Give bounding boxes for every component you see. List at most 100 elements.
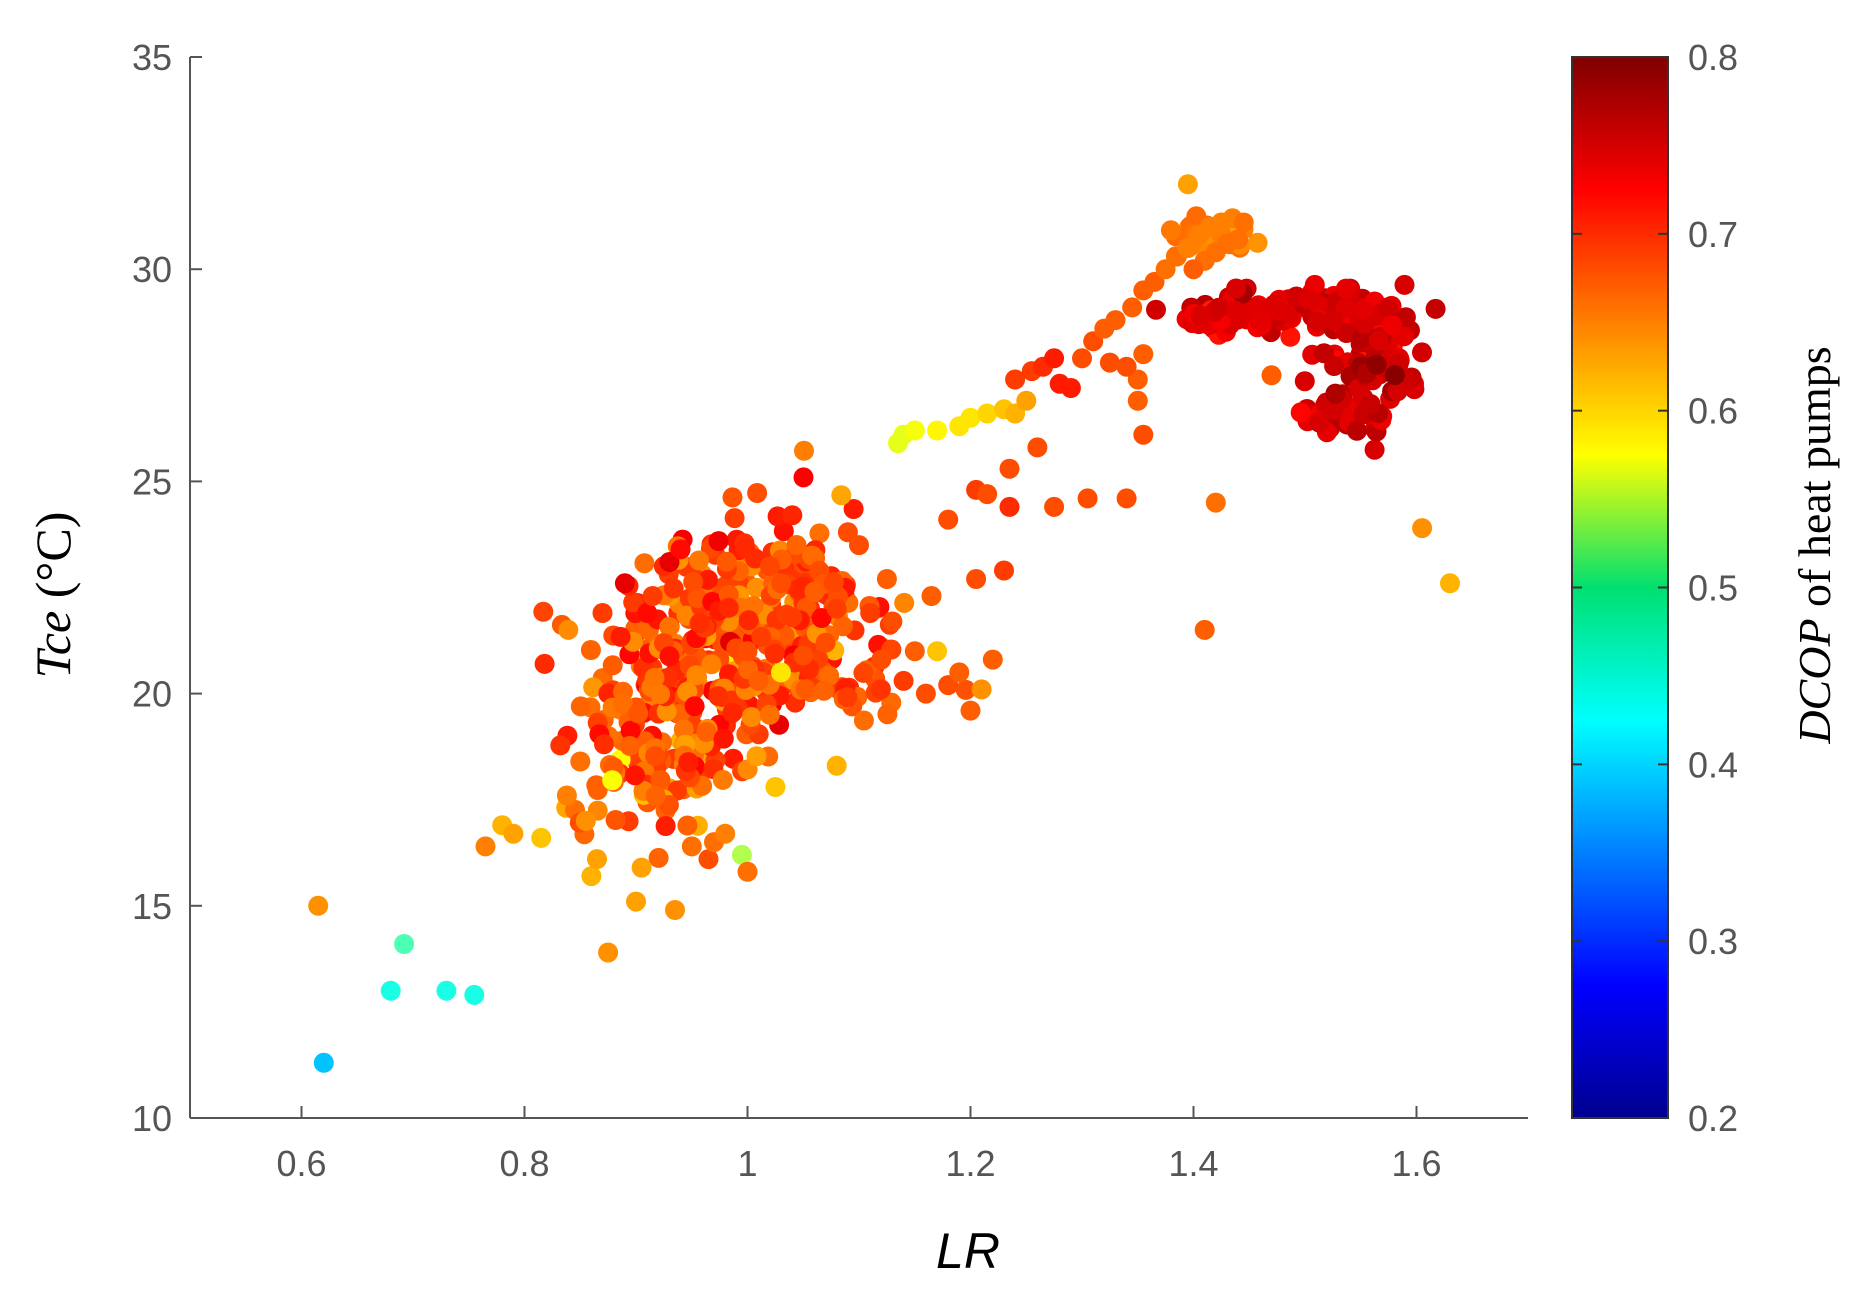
data-point	[645, 746, 666, 767]
data-point	[380, 980, 401, 1001]
data-point	[558, 619, 579, 640]
data-point	[1440, 573, 1460, 594]
data-point	[1205, 492, 1226, 513]
data-point	[689, 613, 710, 634]
data-point	[927, 641, 948, 662]
data-point	[724, 508, 745, 529]
colorbar-tick-label: 0.3	[1688, 921, 1738, 962]
data-point	[626, 891, 646, 912]
data-point	[587, 849, 607, 870]
data-point	[837, 687, 858, 708]
data-point	[1133, 424, 1154, 445]
data-point	[741, 707, 762, 727]
data-point	[619, 735, 640, 756]
data-point	[1044, 496, 1065, 517]
data-point	[999, 496, 1020, 517]
data-point	[949, 662, 970, 683]
data-point	[644, 667, 665, 688]
data-point	[1412, 342, 1432, 363]
data-point	[853, 662, 874, 683]
data-point	[1177, 174, 1198, 195]
data-point	[648, 847, 669, 868]
data-point	[1146, 299, 1166, 320]
data-point	[921, 586, 942, 606]
data-point	[960, 407, 981, 428]
data-point	[656, 701, 677, 722]
data-point	[876, 569, 897, 589]
data-point	[715, 823, 736, 844]
colorbar-tick-label: 0.6	[1688, 391, 1738, 432]
data-point	[745, 548, 766, 569]
data-point	[531, 827, 552, 848]
data-point	[809, 523, 830, 544]
data-point	[813, 680, 834, 701]
data-point	[701, 654, 722, 675]
data-point	[999, 458, 1020, 479]
data-point	[642, 586, 663, 606]
data-point	[938, 509, 959, 530]
data-point	[683, 571, 704, 592]
data-points	[308, 174, 1460, 1073]
data-point	[877, 704, 898, 725]
data-point	[782, 505, 803, 526]
data-point	[1160, 220, 1181, 241]
data-point	[686, 665, 707, 686]
data-point	[759, 704, 780, 725]
data-point	[475, 836, 496, 857]
data-point	[575, 810, 596, 831]
data-point	[1247, 232, 1268, 253]
data-point	[1412, 518, 1433, 539]
data-point	[580, 640, 601, 660]
data-point	[738, 610, 759, 631]
data-point	[659, 616, 680, 637]
data-point	[1381, 315, 1402, 336]
data-point	[1183, 259, 1204, 280]
data-point	[1027, 437, 1048, 458]
data-point	[1116, 356, 1137, 377]
data-point	[1016, 390, 1037, 411]
colorbar-gradient	[1571, 56, 1669, 1119]
x-tick-label: 1.4	[1168, 1143, 1218, 1184]
data-point	[765, 777, 786, 797]
data-point	[870, 679, 891, 700]
data-point	[819, 665, 840, 686]
colorbar-title-italic: DCOP	[1789, 618, 1840, 744]
data-point	[1366, 354, 1387, 375]
data-point	[771, 662, 791, 683]
data-point	[1251, 310, 1272, 331]
data-point	[1186, 206, 1207, 227]
x-axis-title: LR	[936, 1223, 1000, 1279]
data-point	[747, 483, 768, 503]
data-point	[786, 535, 807, 555]
data-point	[1290, 402, 1311, 423]
x-tick-label: 1.6	[1391, 1143, 1441, 1184]
data-point	[634, 553, 655, 574]
data-point	[1105, 310, 1126, 331]
data-point	[698, 569, 718, 590]
data-point	[1387, 381, 1408, 402]
data-point	[625, 765, 645, 786]
data-point	[1280, 326, 1301, 347]
data-point	[893, 670, 914, 691]
data-point	[764, 643, 785, 664]
data-point	[843, 499, 864, 519]
data-point	[722, 487, 743, 508]
data-point	[684, 696, 705, 717]
y-tick-label: 35	[132, 37, 172, 78]
data-point	[696, 722, 717, 742]
data-point	[1190, 305, 1211, 326]
data-point	[534, 653, 555, 674]
data-point	[631, 857, 652, 878]
y-axis-title-unit: (°C)	[25, 512, 81, 611]
colorbar-tick-label: 0.8	[1688, 37, 1738, 78]
data-point	[598, 942, 619, 963]
data-point	[681, 836, 702, 857]
data-point	[751, 626, 772, 647]
data-point	[811, 608, 832, 628]
data-point	[823, 572, 844, 593]
data-point	[832, 616, 853, 637]
data-point	[570, 696, 591, 717]
data-point	[722, 702, 743, 723]
data-point	[1261, 365, 1282, 386]
data-point	[977, 484, 998, 505]
